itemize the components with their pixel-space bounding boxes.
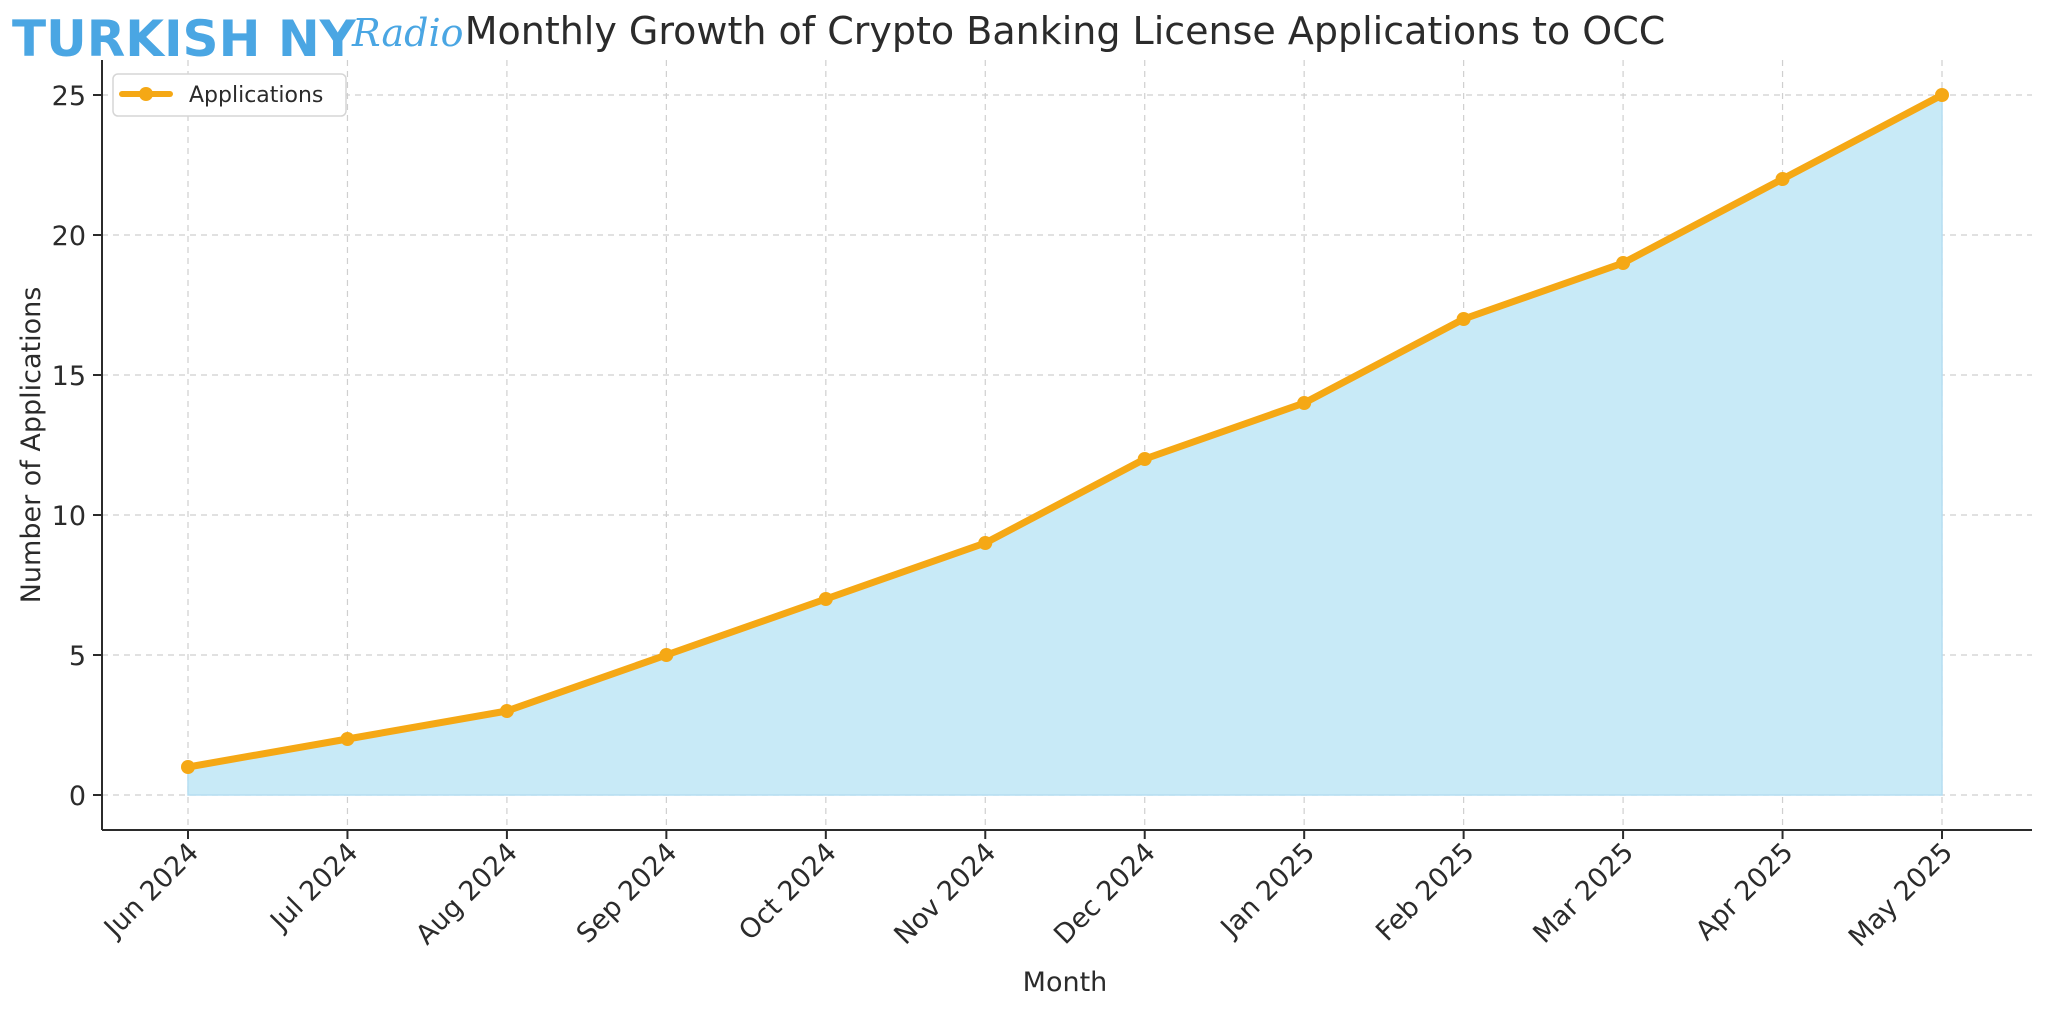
y-tick-label: 5 xyxy=(69,641,86,672)
series-area-fill xyxy=(187,93,1943,796)
x-tick-label: Nov 2024 xyxy=(888,837,1002,951)
x-ticks: Jun 2024 Jul 2024 Aug 2024 Sep 2024 Oct 2024… xyxy=(97,830,1959,953)
data-points xyxy=(181,88,1949,774)
chart-title: Monthly Growth of Crypto Banking License… xyxy=(465,9,1666,53)
data-point xyxy=(1456,312,1471,326)
x-axis-label: Month xyxy=(1023,967,1108,998)
y-tick-label: 25 xyxy=(52,81,86,112)
legend: Applications xyxy=(112,73,347,117)
data-point xyxy=(1297,396,1312,410)
data-point xyxy=(978,536,993,550)
logo-main-text: TURKISH NY xyxy=(12,10,357,68)
y-axis-label: Number of Applications xyxy=(16,287,47,604)
data-point xyxy=(181,760,195,774)
y-ticks: 0 5 10 15 20 25 xyxy=(52,81,102,812)
data-point xyxy=(1137,452,1152,466)
data-point xyxy=(499,704,514,718)
x-tick-label: May 2025 xyxy=(1843,837,1959,953)
data-point xyxy=(340,732,355,746)
y-tick-label: 0 xyxy=(69,781,86,812)
x-tick-label: Mar 2025 xyxy=(1527,837,1640,950)
x-tick-label: Oct 2024 xyxy=(733,837,843,947)
data-point xyxy=(1935,88,1949,102)
x-tick-label: Aug 2024 xyxy=(410,837,524,951)
data-point xyxy=(1616,256,1631,270)
x-tick-label: Jul 2024 xyxy=(263,837,364,938)
logo: TURKISH NY Radio xyxy=(12,10,464,68)
data-point xyxy=(1775,172,1790,186)
y-tick-label: 15 xyxy=(52,361,86,392)
x-tick-label: Jan 2025 xyxy=(1214,837,1321,944)
legend-marker xyxy=(139,87,153,101)
y-tick-label: 10 xyxy=(52,501,86,532)
x-tick-label: Feb 2025 xyxy=(1370,837,1480,947)
logo-script-text: Radio xyxy=(351,11,464,55)
data-point xyxy=(818,592,833,606)
x-tick-label: Jun 2024 xyxy=(97,837,205,945)
legend-box xyxy=(112,73,347,117)
x-tick-label: Apr 2025 xyxy=(1690,837,1800,947)
data-point xyxy=(659,648,674,662)
y-tick-label: 20 xyxy=(52,221,86,252)
legend-entry-applications: Applications xyxy=(189,83,323,108)
x-tick-label: Dec 2024 xyxy=(1048,837,1162,951)
series-line xyxy=(184,91,1946,771)
x-tick-label: Sep 2024 xyxy=(571,837,684,950)
